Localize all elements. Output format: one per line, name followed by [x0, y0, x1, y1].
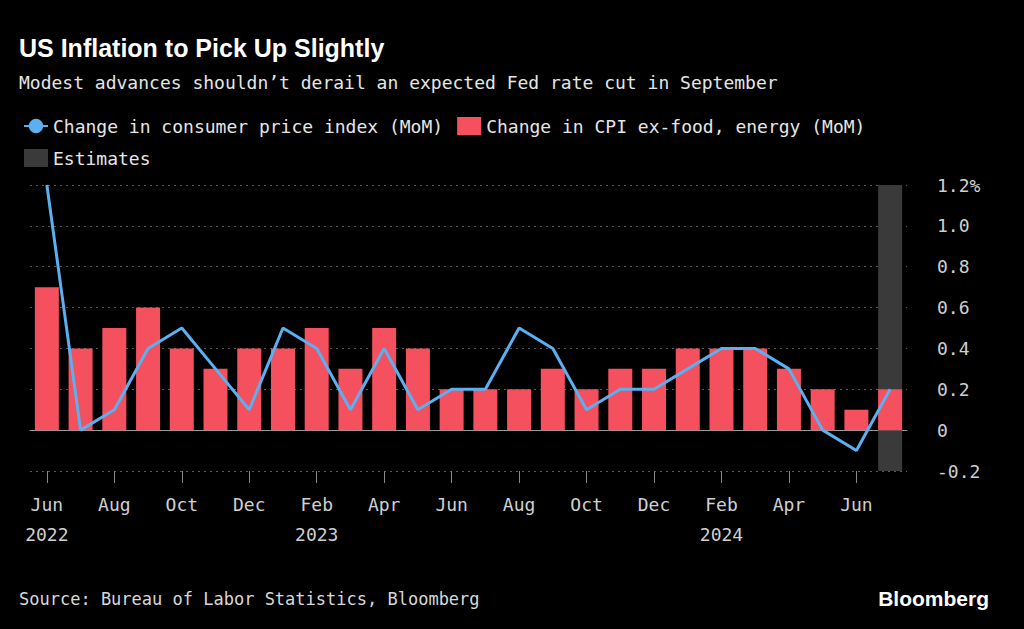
svg-text:Estimates: Estimates	[53, 148, 151, 169]
svg-text:0.8: 0.8	[937, 256, 970, 277]
svg-text:Change in consumer price index: Change in consumer price index (MoM)	[53, 116, 443, 137]
svg-text:Source: Bureau of Labor Statis: Source: Bureau of Labor Statistics, Bloo…	[19, 589, 480, 609]
svg-text:1.2%: 1.2%	[937, 175, 981, 196]
svg-text:Change in CPI ex-food, energy: Change in CPI ex-food, energy (MoM)	[486, 116, 865, 137]
svg-text:-0.2: -0.2	[937, 461, 980, 482]
svg-text:0.6: 0.6	[937, 297, 970, 318]
svg-text:1.0: 1.0	[937, 215, 970, 236]
svg-text:Bloomberg: Bloomberg	[878, 587, 989, 610]
svg-text:2022: 2022	[25, 524, 68, 545]
svg-text:Dec: Dec	[638, 494, 671, 515]
svg-text:Modest advances shouldn’t dera: Modest advances shouldn’t derail an expe…	[19, 72, 778, 93]
svg-text:Jun: Jun	[31, 494, 64, 515]
svg-text:Aug: Aug	[98, 494, 131, 515]
svg-text:Aug: Aug	[503, 494, 536, 515]
svg-text:0: 0	[937, 420, 948, 441]
svg-text:0.2: 0.2	[937, 379, 970, 400]
svg-text:Feb: Feb	[705, 494, 738, 515]
svg-text:Feb: Feb	[300, 494, 333, 515]
svg-text:Dec: Dec	[233, 494, 266, 515]
svg-text:Jun: Jun	[435, 494, 468, 515]
svg-text:US Inflation to Pick Up Slight: US Inflation to Pick Up Slightly	[19, 34, 384, 62]
svg-text:0.4: 0.4	[937, 338, 970, 359]
svg-text:Apr: Apr	[773, 494, 806, 515]
svg-text:Jun: Jun	[840, 494, 873, 515]
svg-text:Oct: Oct	[166, 494, 199, 515]
svg-text:2023: 2023	[295, 524, 338, 545]
svg-text:Apr: Apr	[368, 494, 401, 515]
svg-text:Oct: Oct	[570, 494, 603, 515]
svg-text:2024: 2024	[700, 524, 743, 545]
